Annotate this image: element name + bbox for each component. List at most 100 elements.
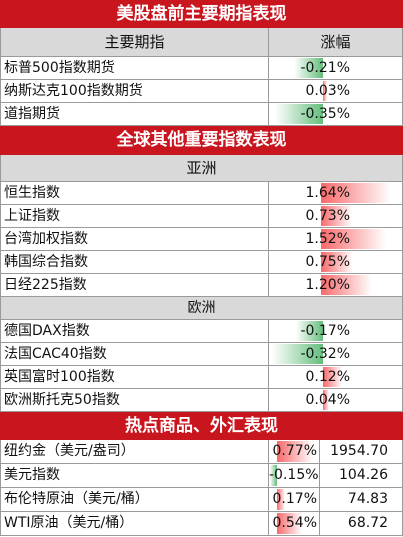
negative-data-bar xyxy=(294,58,323,78)
row-name: 恒生指数 xyxy=(4,185,60,201)
row-name: 道指期货 xyxy=(4,106,60,122)
positive-data-bar xyxy=(321,252,353,272)
row-change: -0.32% xyxy=(300,346,350,362)
row-name-cell: 法国CAC40指数 xyxy=(0,343,269,366)
row-change-cell: -0.21% xyxy=(269,57,403,80)
positive-data-bar xyxy=(277,513,303,534)
row-name-cell: 美元指数 xyxy=(0,464,269,488)
positive-data-bar xyxy=(277,441,313,462)
positive-data-bar xyxy=(323,81,328,101)
row-name-cell: 布伦特原油（美元/桶） xyxy=(0,488,269,512)
row-name: 美元指数 xyxy=(4,467,60,483)
row-change-cell: 0.73% xyxy=(269,205,403,228)
table-row: 德国DAX指数 -0.17% xyxy=(0,320,403,343)
row-change: 0.75% xyxy=(305,254,350,270)
row-change-cell: -0.17% xyxy=(269,320,403,343)
col-header-change-label: 涨幅 xyxy=(320,33,351,51)
asia-label-cell: 亚洲 xyxy=(0,155,403,182)
row-name-cell: 英国富时100指数 xyxy=(0,366,269,389)
europe-label-row: 欧洲 xyxy=(0,297,403,320)
row-change-cell: 0.03% xyxy=(269,80,403,103)
positive-data-bar xyxy=(277,489,285,510)
row-name-cell: 上证指数 xyxy=(0,205,269,228)
row-price: 74.83 xyxy=(347,491,388,507)
row-name-cell: 纽约金（美元/盎司） xyxy=(0,440,269,464)
table-row: 美元指数 -0.15% 104.26 xyxy=(0,464,403,488)
row-change: -0.35% xyxy=(300,106,350,122)
table-row: 纳斯达克100指数期货 0.03% xyxy=(0,80,403,103)
global-title: 全球其他重要指数表现 xyxy=(116,130,287,150)
row-name: 纽约金（美元/盎司） xyxy=(4,443,135,459)
row-name: 英国富时100指数 xyxy=(4,369,115,385)
us-futures-title: 美股盘前主要期指表现 xyxy=(116,4,287,24)
table-row: 恒生指数 1.64% xyxy=(0,182,403,205)
row-change: 0.77% xyxy=(272,443,317,459)
row-change: 1.20% xyxy=(305,277,350,293)
row-name: WTI原油（美元/桶） xyxy=(4,515,134,531)
table-row: WTI原油（美元/桶） 0.54% 68.72 xyxy=(0,512,403,536)
table-row: 标普500指数期货 -0.21% xyxy=(0,57,403,80)
row-change-cell: 0.12% xyxy=(269,366,403,389)
row-change-cell: -0.32% xyxy=(269,343,403,366)
row-name: 纳斯达克100指数期货 xyxy=(4,83,143,99)
row-change-cell: -0.15% xyxy=(269,464,320,488)
us-futures-header-row: 主要期指 涨幅 xyxy=(0,28,403,57)
row-name: 德国DAX指数 xyxy=(4,323,90,339)
row-change-cell: 0.75% xyxy=(269,251,403,274)
row-price-cell: 74.83 xyxy=(320,488,403,512)
global-banner: 全球其他重要指数表现 xyxy=(0,126,403,155)
positive-data-bar xyxy=(321,206,353,226)
row-name: 上证指数 xyxy=(4,208,60,224)
row-change: -0.17% xyxy=(300,323,350,339)
row-name-cell: 恒生指数 xyxy=(0,182,269,205)
positive-data-bar xyxy=(323,390,330,410)
row-change-cell: 1.64% xyxy=(269,182,403,205)
row-name-cell: 日经225指数 xyxy=(0,274,269,297)
row-name-cell: 标普500指数期货 xyxy=(0,57,269,80)
negative-data-bar xyxy=(274,104,323,124)
row-name: 日经225指数 xyxy=(4,277,87,293)
row-change: 0.54% xyxy=(272,515,317,531)
row-price: 104.26 xyxy=(339,467,388,483)
row-name-cell: 纳斯达克100指数期货 xyxy=(0,80,269,103)
asia-label-row: 亚洲 xyxy=(0,155,403,182)
row-change-cell: 1.52% xyxy=(269,228,403,251)
negative-data-bar xyxy=(270,465,277,486)
table-row: 英国富时100指数 0.12% xyxy=(0,366,403,389)
row-price: 1954.70 xyxy=(330,443,388,459)
positive-data-bar xyxy=(321,229,386,249)
europe-label: 欧洲 xyxy=(187,300,216,316)
row-change: 0.03% xyxy=(305,83,350,99)
row-name-cell: 韩国综合指数 xyxy=(0,251,269,274)
row-name: 法国CAC40指数 xyxy=(4,346,107,362)
table-row: 纽约金（美元/盎司） 0.77% 1954.70 xyxy=(0,440,403,464)
row-price-cell: 104.26 xyxy=(320,464,403,488)
row-price-cell: 1954.70 xyxy=(320,440,403,464)
col-header-change: 涨幅 xyxy=(269,28,403,57)
col-header-name: 主要期指 xyxy=(0,28,269,57)
row-name-cell: 台湾加权指数 xyxy=(0,228,269,251)
row-change-cell: 0.17% xyxy=(269,488,320,512)
row-name-cell: WTI原油（美元/桶） xyxy=(0,512,269,536)
positive-data-bar xyxy=(323,367,343,387)
row-name-cell: 道指期货 xyxy=(0,103,269,126)
row-price-cell: 68.72 xyxy=(320,512,403,536)
row-change: 0.12% xyxy=(305,369,350,385)
asia-label: 亚洲 xyxy=(186,159,217,177)
row-name: 台湾加权指数 xyxy=(4,231,88,247)
row-change: 0.04% xyxy=(305,392,350,408)
row-name: 标普500指数期货 xyxy=(4,60,115,76)
row-change: 1.64% xyxy=(305,185,350,201)
commodities-banner: 热点商品、外汇表现 xyxy=(0,412,403,440)
col-header-name-label: 主要期指 xyxy=(104,33,165,51)
row-change: 0.73% xyxy=(305,208,350,224)
row-name: 布伦特原油（美元/桶） xyxy=(4,491,149,507)
row-change: 1.52% xyxy=(305,231,350,247)
table-row: 布伦特原油（美元/桶） 0.17% 74.83 xyxy=(0,488,403,512)
row-change-cell: 0.77% xyxy=(269,440,320,464)
negative-data-bar xyxy=(295,321,323,341)
row-name: 欧洲斯托克50指数 xyxy=(4,392,120,408)
table-row: 法国CAC40指数 -0.32% xyxy=(0,343,403,366)
row-change-cell: 0.04% xyxy=(269,389,403,412)
